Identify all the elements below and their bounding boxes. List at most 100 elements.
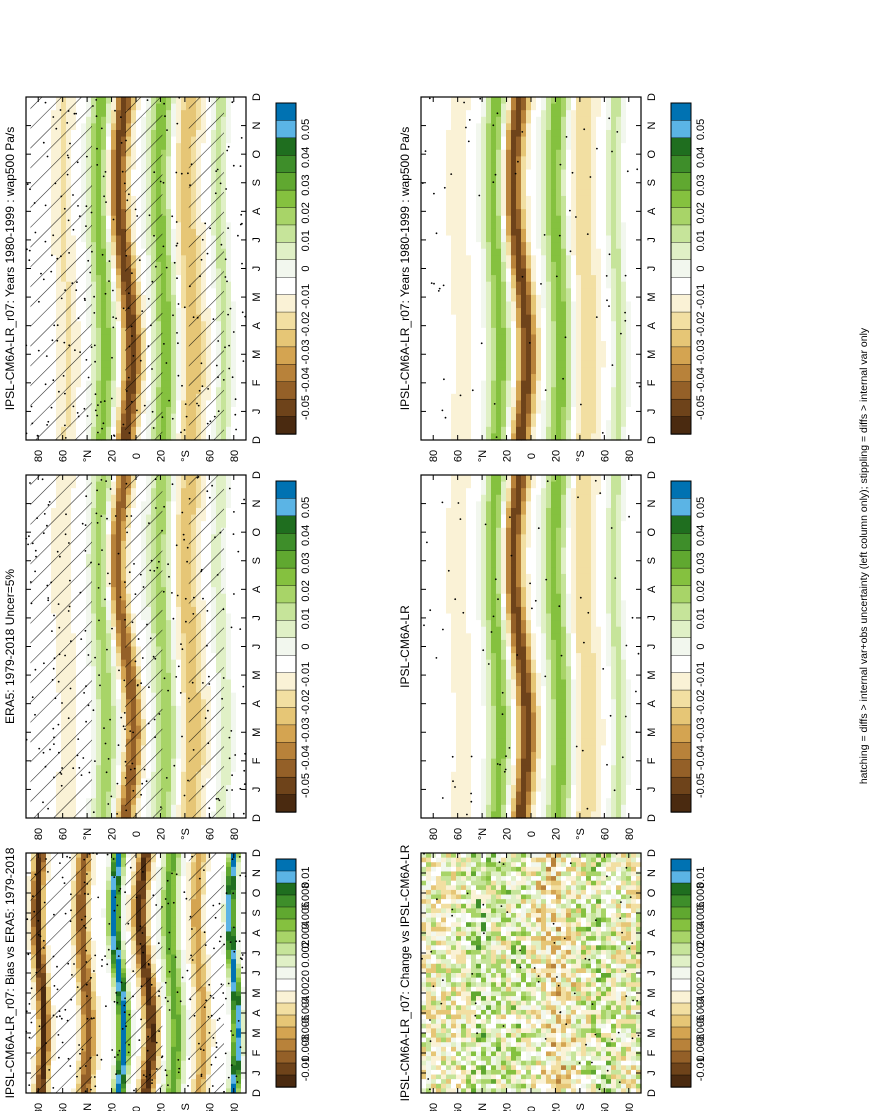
heatmap-cell <box>101 268 107 276</box>
heatmap-cell <box>606 393 612 402</box>
heatmap-cell <box>181 182 187 190</box>
heatmap-cell <box>96 288 102 296</box>
heatmap-cell <box>226 275 232 283</box>
heatmap-cell <box>601 215 607 223</box>
heatmap-cell <box>516 242 522 250</box>
heatmap-cell <box>436 334 442 342</box>
heatmap-cell <box>116 123 122 131</box>
heatmap-cell <box>161 400 167 408</box>
heatmap-cell <box>566 393 572 402</box>
heatmap-cell <box>631 367 637 375</box>
heatmap-cell <box>551 407 557 415</box>
heatmap-cell <box>611 301 617 309</box>
heatmap-cell <box>441 413 447 421</box>
heatmap-cell <box>601 393 607 402</box>
heatmap-cell <box>481 288 487 296</box>
stipple-dot <box>103 400 106 402</box>
heatmap-cell <box>541 294 547 303</box>
heatmap-cell <box>176 136 182 144</box>
stipple-dot <box>544 389 547 391</box>
heatmap-cell <box>626 308 632 316</box>
heatmap-cell <box>476 255 482 263</box>
stipple-dot <box>227 145 230 148</box>
heatmap-cell <box>531 407 537 415</box>
heatmap-cell <box>516 215 522 223</box>
heatmap-cell <box>446 367 452 375</box>
heatmap-cell <box>231 235 237 243</box>
heatmap-cell <box>616 294 622 303</box>
heatmap-cell <box>461 110 467 118</box>
heatmap-cell <box>636 268 642 276</box>
heatmap-cell <box>121 341 127 349</box>
heatmap-cell <box>426 195 432 204</box>
heatmap-cell <box>506 202 512 210</box>
heatmap-cell <box>481 103 487 111</box>
heatmap-cell <box>436 308 442 316</box>
heatmap-cell <box>586 136 592 144</box>
heatmap-cell <box>481 228 487 237</box>
heatmap-cell <box>556 143 562 151</box>
heatmap-cell <box>226 420 232 428</box>
panel-top-right: 80 60 °N 20 0 20 °S 60 80DJFMAMJJASONDIPSL-CM6A-… <box>398 93 707 462</box>
heatmap-cell <box>511 301 517 309</box>
heatmap-cell <box>106 314 112 322</box>
heatmap-cell <box>586 156 592 164</box>
heatmap-cell <box>601 169 607 177</box>
heatmap-cell <box>176 380 182 388</box>
heatmap-cell <box>446 215 452 223</box>
heatmap-cell <box>121 156 127 164</box>
heatmap-cell <box>226 393 232 402</box>
heatmap-cell <box>91 110 97 118</box>
heatmap-cell <box>181 169 187 177</box>
heatmap-cell <box>616 248 622 256</box>
heatmap-cell <box>636 413 642 421</box>
heatmap-cell <box>456 169 462 177</box>
heatmap-cell <box>111 400 117 408</box>
heatmap-cell <box>421 281 427 289</box>
heatmap-cell <box>431 129 437 138</box>
heatmap-cell <box>526 156 532 164</box>
heatmap-cell <box>536 367 542 375</box>
heatmap-cell <box>26 426 32 435</box>
heatmap-cell <box>166 301 172 309</box>
heatmap-cell <box>596 347 602 355</box>
heatmap-cell <box>241 261 247 270</box>
heatmap-cell <box>121 182 127 190</box>
heatmap-cell <box>606 426 612 435</box>
heatmap-cell <box>446 255 452 263</box>
heatmap-cell <box>181 374 187 382</box>
heatmap-cell <box>26 407 32 415</box>
heatmap-cell <box>586 334 592 342</box>
heatmap-cell <box>491 110 497 118</box>
heatmap-cell <box>26 156 32 164</box>
heatmap-cell <box>581 136 587 144</box>
heatmap-cell <box>566 195 572 204</box>
heatmap-cell <box>636 222 642 230</box>
heatmap-cell <box>546 374 552 382</box>
heatmap-cell <box>241 255 247 263</box>
heatmap-cell <box>576 413 582 421</box>
stipple-dot <box>155 265 157 268</box>
heatmap-cell <box>601 413 607 421</box>
heatmap-cell <box>171 374 177 382</box>
heatmap-cell <box>456 367 462 375</box>
heatmap-cell <box>26 387 32 395</box>
heatmap-cell <box>161 123 167 131</box>
stipple-dot <box>72 194 74 196</box>
heatmap-cell <box>431 327 437 336</box>
heatmap-cell <box>166 380 172 388</box>
stipple-dot <box>138 259 141 262</box>
heatmap-cell <box>421 103 427 111</box>
heatmap-cell <box>516 275 522 283</box>
heatmap-cell <box>596 129 602 138</box>
heatmap-cell <box>566 143 572 151</box>
heatmap-cell <box>486 400 492 408</box>
stipple-dot <box>76 412 79 414</box>
stipple-dot <box>77 317 80 320</box>
heatmap-cell <box>556 413 562 421</box>
heatmap-cell <box>551 116 557 124</box>
heatmap-cell <box>421 116 427 124</box>
stipple-dot <box>589 176 592 178</box>
heatmap-cell <box>171 360 177 369</box>
heatmap-cell <box>621 308 627 316</box>
